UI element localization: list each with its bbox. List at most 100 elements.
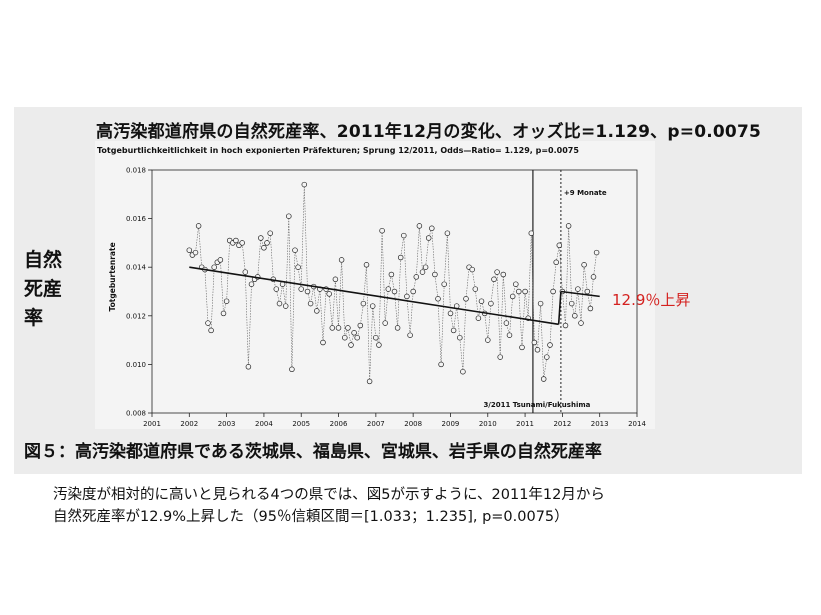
figure-caption: 図５：高汚染都道府県である茨城県、福島県、宮城県、岩手県の自然死産率 [24,442,602,462]
data-point [345,325,351,331]
data-point [376,342,382,348]
data-point [413,274,420,280]
data-point [258,235,264,241]
x-tick-label: 2003 [218,420,236,428]
data-point [192,249,199,256]
data-point [506,332,513,338]
data-point [419,269,426,275]
chart-title: Totgeburtlichkeitlichkeit in hoch exponi… [97,146,579,155]
data-point [581,262,587,268]
x-tick-label: 2011 [516,420,534,428]
y-tick-label: 0.010 [126,361,146,369]
data-point [475,315,482,321]
side-label-line: 自然 [24,249,63,271]
data-point [478,298,485,304]
data-point [369,303,376,309]
data-point [404,293,410,300]
data-point [425,235,432,241]
data-point [239,240,245,246]
data-point [326,291,332,297]
data-point [357,322,364,329]
x-tick-label: 2009 [442,420,460,428]
data-point [593,249,600,256]
data-point [301,181,308,188]
data-point [363,262,370,268]
data-point [441,281,447,287]
data-point [282,303,289,309]
data-point [186,247,193,253]
data-point [248,281,255,287]
stillbirth-rate-chart: Totgeburtlichkeitlichkeit in hoch exponi… [97,146,646,428]
data-point [540,376,547,382]
data-point [397,254,404,261]
x-tick-label: 2004 [255,420,273,428]
data-point [329,325,336,331]
plot-area [151,169,638,414]
data-point [553,259,559,266]
data-point [304,288,311,295]
trend-line-before [189,266,559,326]
data-point [565,223,572,229]
data-point [338,257,345,263]
data-point [463,296,469,302]
data-point [273,286,280,292]
data-point [500,271,507,278]
data-point [531,339,538,346]
data-point [245,364,252,370]
data-point [267,230,273,236]
y-tick-label: 0.018 [126,167,146,175]
data-point [432,271,438,278]
data-point [497,354,503,360]
data-point [379,227,385,234]
x-tick-label: 2001 [143,420,161,428]
data-point [242,269,249,275]
x-tick-label: 2012 [553,420,571,428]
data-point [519,344,525,351]
data-point [295,264,301,270]
data-point [205,320,211,326]
data-point [307,300,314,307]
data-point [342,334,348,341]
x-tick-label: 2006 [330,420,348,428]
data-point [220,310,227,317]
y-tick-label: 0.016 [126,215,147,223]
data-point [410,288,416,295]
x-tick-label: 2013 [591,420,609,428]
side-label-line: 率 [24,307,44,329]
data-point [354,334,360,341]
y-tick-label: 0.014 [126,264,147,272]
x-tick-label: 2014 [628,420,646,428]
description: 汚染度が相対的に高いと見られる4つの県では、図5が示すように、2011年12月か… [53,484,605,528]
event-label-tsunami: 3/2011 Tsunami/Fukushima [483,401,590,409]
event-label-9-months: +9 Monate [564,189,607,197]
data-point [292,247,298,253]
data-point [534,347,541,353]
main-title: 高汚染都道府県の自然死産率、2011年12月の変化、オッズ比=1.129、p=0… [96,122,762,142]
data-point [429,225,435,232]
data-point [528,230,535,236]
data-point [522,288,528,295]
data-point [351,330,357,336]
data-point [416,223,423,229]
data-point [435,296,441,302]
data-point [401,232,407,239]
data-point [264,240,270,246]
data-point [382,320,388,326]
data-point [422,264,429,270]
data-point [578,320,584,326]
data-point [289,366,295,373]
data-point [394,325,401,331]
data-point [503,320,510,326]
y-tick-label: 0.008 [126,410,146,418]
data-point [348,342,354,348]
chart-frame: Totgeburtlichkeitlichkeit in hoch exponi… [95,141,655,429]
data-point [547,342,553,348]
data-point [457,334,463,341]
data-point [366,378,373,385]
data-point [587,305,594,312]
data-point [385,286,392,292]
data-point [217,257,224,263]
data-point [544,354,550,360]
data-point [568,300,575,307]
x-tick-label: 2007 [367,420,385,428]
